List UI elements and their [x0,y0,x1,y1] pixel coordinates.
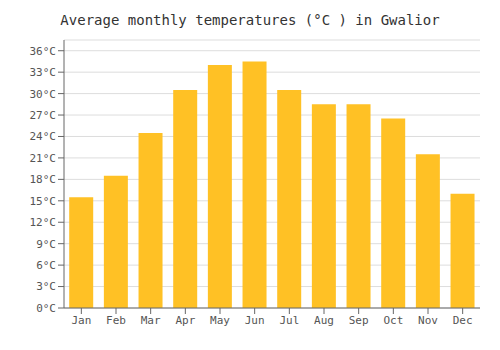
svg-text:Feb: Feb [106,314,126,327]
svg-text:Jan: Jan [71,314,91,327]
svg-text:Oct: Oct [383,314,403,327]
svg-text:30°C: 30°C [30,88,57,101]
svg-text:Nov: Nov [418,314,438,327]
svg-text:May: May [210,314,230,327]
svg-text:12°C: 12°C [30,216,57,229]
svg-text:0°C: 0°C [36,302,56,315]
svg-text:36°C: 36°C [30,45,57,58]
svg-text:6°C: 6°C [36,259,56,272]
svg-text:21°C: 21°C [30,152,57,165]
svg-text:3°C: 3°C [36,280,56,293]
svg-text:18°C: 18°C [30,173,57,186]
svg-text:15°C: 15°C [30,195,57,208]
svg-text:Sep: Sep [349,314,369,327]
svg-text:27°C: 27°C [30,109,57,122]
svg-text:Apr: Apr [175,314,195,327]
svg-text:Aug: Aug [314,314,334,327]
svg-text:Jun: Jun [245,314,265,327]
svg-text:Mar: Mar [141,314,161,327]
svg-text:Jul: Jul [279,314,299,327]
svg-text:33°C: 33°C [30,66,57,79]
html-text:Average monthly temperatures (: Average monthly temperatures (°C ) in Gw… [60,12,440,28]
svg-text:Dec: Dec [453,314,473,327]
svg-text:24°C: 24°C [30,130,57,143]
svg-text:9°C: 9°C [36,238,56,251]
